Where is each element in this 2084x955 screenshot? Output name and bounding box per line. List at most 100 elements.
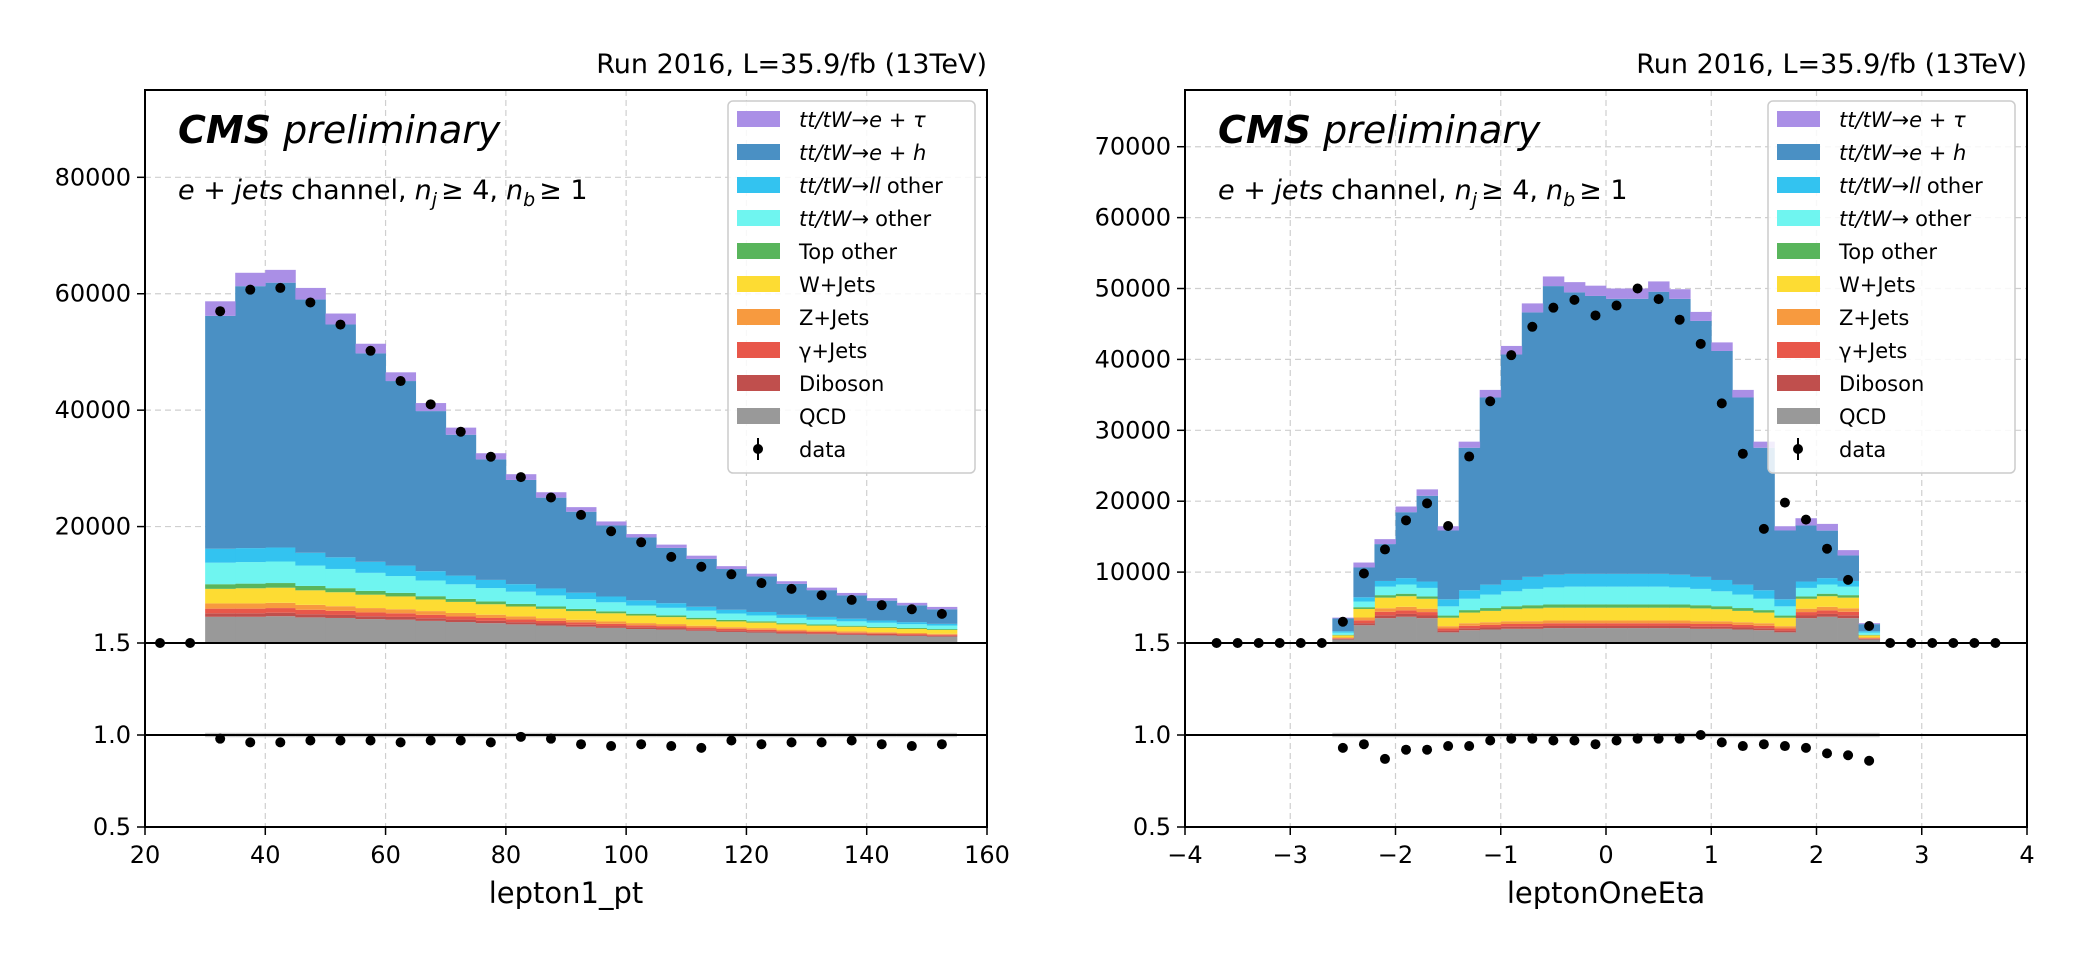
histogram-bar [896,622,928,625]
ratio-y-tick-label: 1.0 [1133,721,1171,749]
histogram-bar [1816,593,1838,597]
histogram-bar [1563,282,1586,293]
histogram-bar [1606,573,1628,587]
data-point [606,526,617,537]
chart-panel-1: 20000 40000 60000 80000 0.5 1.0 1.5 20 40 60 80 100… [55,49,1010,910]
ratio-point [1464,741,1475,752]
histogram-bar [325,592,356,607]
legend-label: QCD [1839,405,1886,429]
ratio-y-axis: 0.5 1.0 1.5 [1133,629,1185,841]
legend-entry: tt/tW→ll other [1777,174,1983,198]
histogram-bar [1606,625,1628,629]
histogram-bar [505,606,537,617]
histogram-bar [866,600,898,621]
text-span: QCD [1839,405,1886,429]
data-point [1358,568,1369,579]
histogram-bar [535,623,567,626]
y-tick-label: 30000 [1095,416,1171,444]
histogram-bar [1732,627,1754,630]
histogram-bar [265,608,296,613]
histogram-bar [836,592,868,596]
histogram-bar [1521,608,1544,622]
ratio-point [666,741,677,752]
ratio-point [1506,733,1517,744]
text-span: other [1927,174,1983,198]
x-axis: −4 −3 −2 −1 0 1 2 3 4 [1167,827,2035,869]
histogram-bar [746,622,777,629]
histogram-bar [1353,607,1375,609]
data-point [1569,294,1580,305]
histogram-bar [1753,625,1775,629]
legend-entry: tt/tW→e + h [1777,141,1966,165]
histogram-bar [596,596,627,603]
legend-swatch [1777,210,1820,226]
text-span: channel, [291,175,406,206]
histogram-bar [1606,586,1628,605]
histogram-bar [1458,628,1481,631]
series-3 [205,602,958,635]
histogram-bar [1795,581,1817,588]
histogram-bar [596,623,627,627]
histogram-bar [1332,635,1354,638]
histogram-bar [1837,586,1859,596]
histogram-bar [1774,526,1796,531]
text-span: e + h [1909,141,1966,165]
y-tick-label: 20000 [55,513,131,541]
text-span: ≥ 1 [1579,175,1627,206]
text-span: tt/tW [799,141,853,165]
legend-label: W+Jets [1839,273,1916,297]
ratio-point [1864,755,1875,766]
ratio-y-tick-label: 1.5 [1133,629,1171,657]
x-tick-label: 20 [130,841,161,869]
histogram-bar [1479,622,1502,625]
legend-marker [753,444,763,454]
legend-swatch [1777,408,1820,424]
histogram-bar [1648,586,1670,605]
series-6 [205,561,958,630]
histogram-bar [1374,580,1396,587]
cms-bold: CMS [178,108,271,152]
histogram-bar [445,601,477,613]
text-span: other [1915,207,1971,231]
histogram-bar [1606,298,1628,574]
histogram-bar [866,632,898,634]
y-tick-label: 80000 [55,163,131,191]
histogram-bar [1395,606,1417,611]
channel-label: e + jets channel, nj ≥ 4, nb ≥ 1 [1218,175,1628,211]
legend-swatch [737,210,780,226]
histogram-bar [1353,601,1375,608]
histogram-bar [1458,630,1481,643]
text-span: tt/tW [799,174,853,198]
histogram-bar [806,619,838,625]
histogram-bar [896,636,928,643]
histogram-bar [1732,594,1754,609]
histogram-bar [806,587,838,591]
histogram-bar [1395,578,1417,585]
text-span: W+Jets [799,273,876,297]
histogram-bar [1648,625,1670,629]
histogram-bar [415,411,447,572]
histogram-bar [325,568,356,589]
histogram-bar [1395,593,1417,597]
text-span: e + τ [1909,108,1966,132]
histogram-bar [535,625,567,643]
histogram-bar [1332,639,1354,643]
ratio-point [636,739,647,750]
legend-swatch [737,309,780,325]
histogram-bar [1374,595,1396,598]
ratio-point [1569,735,1580,746]
histogram-bar [1816,610,1838,614]
histogram-bar [295,552,326,566]
histogram-bar [475,588,507,602]
y-axis: 10000 20000 30000 40000 50000 60000 70000 [1095,133,1185,586]
histogram-bar [1374,608,1396,612]
histogram-bar [385,381,417,566]
series-1 [205,612,958,637]
x-tick-label: 60 [370,841,401,869]
stacked-histogram [205,269,958,643]
legend-entry: data [1793,438,1886,462]
histogram-bar [716,630,747,632]
histogram-bar [205,562,236,585]
text-span: n [506,175,523,206]
histogram-bar [626,615,657,624]
